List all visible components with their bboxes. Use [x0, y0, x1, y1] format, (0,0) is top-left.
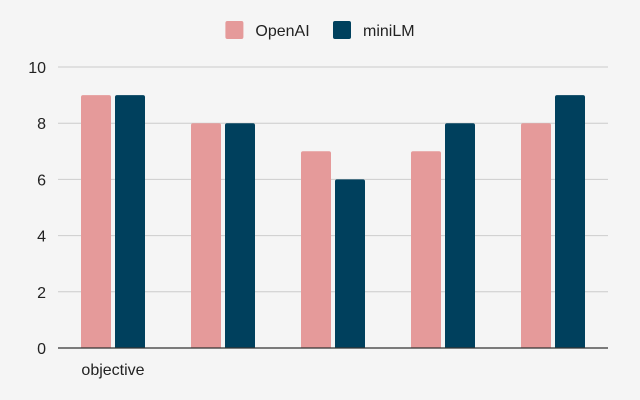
bar-minilm-2	[225, 123, 255, 348]
legend-item-openai: OpenAI	[225, 21, 310, 40]
legend-label: miniLM	[363, 23, 415, 40]
bar-openai-1	[81, 95, 111, 348]
grid-layer	[58, 66, 608, 293]
bar-openai-5	[521, 123, 551, 348]
bar-openai-2	[191, 123, 221, 348]
legend-label: OpenAI	[255, 23, 309, 40]
bar-minilm-5	[555, 95, 585, 348]
bar-openai-3	[301, 151, 331, 348]
y-tick-label: 4	[37, 229, 46, 246]
legend: OpenAI miniLM	[225, 21, 415, 40]
bar-minilm-4	[445, 123, 475, 348]
y-tick-label: 10	[28, 60, 46, 77]
y-tick-label: 8	[37, 116, 46, 133]
bar-minilm-3	[335, 179, 365, 348]
y-tick-label: 6	[37, 172, 46, 189]
x-category-label: objective	[81, 362, 144, 379]
bar-minilm-1	[115, 95, 145, 348]
bars-layer	[81, 95, 585, 348]
bar-openai-4	[411, 151, 441, 348]
axis-layer: 0 2 4 6 8 10 objective	[28, 60, 608, 379]
legend-item-minilm: miniLM	[333, 21, 415, 40]
legend-swatch	[333, 21, 351, 39]
legend-swatch	[225, 21, 244, 39]
y-tick-label: 0	[37, 341, 46, 358]
y-tick-label: 2	[37, 285, 46, 302]
